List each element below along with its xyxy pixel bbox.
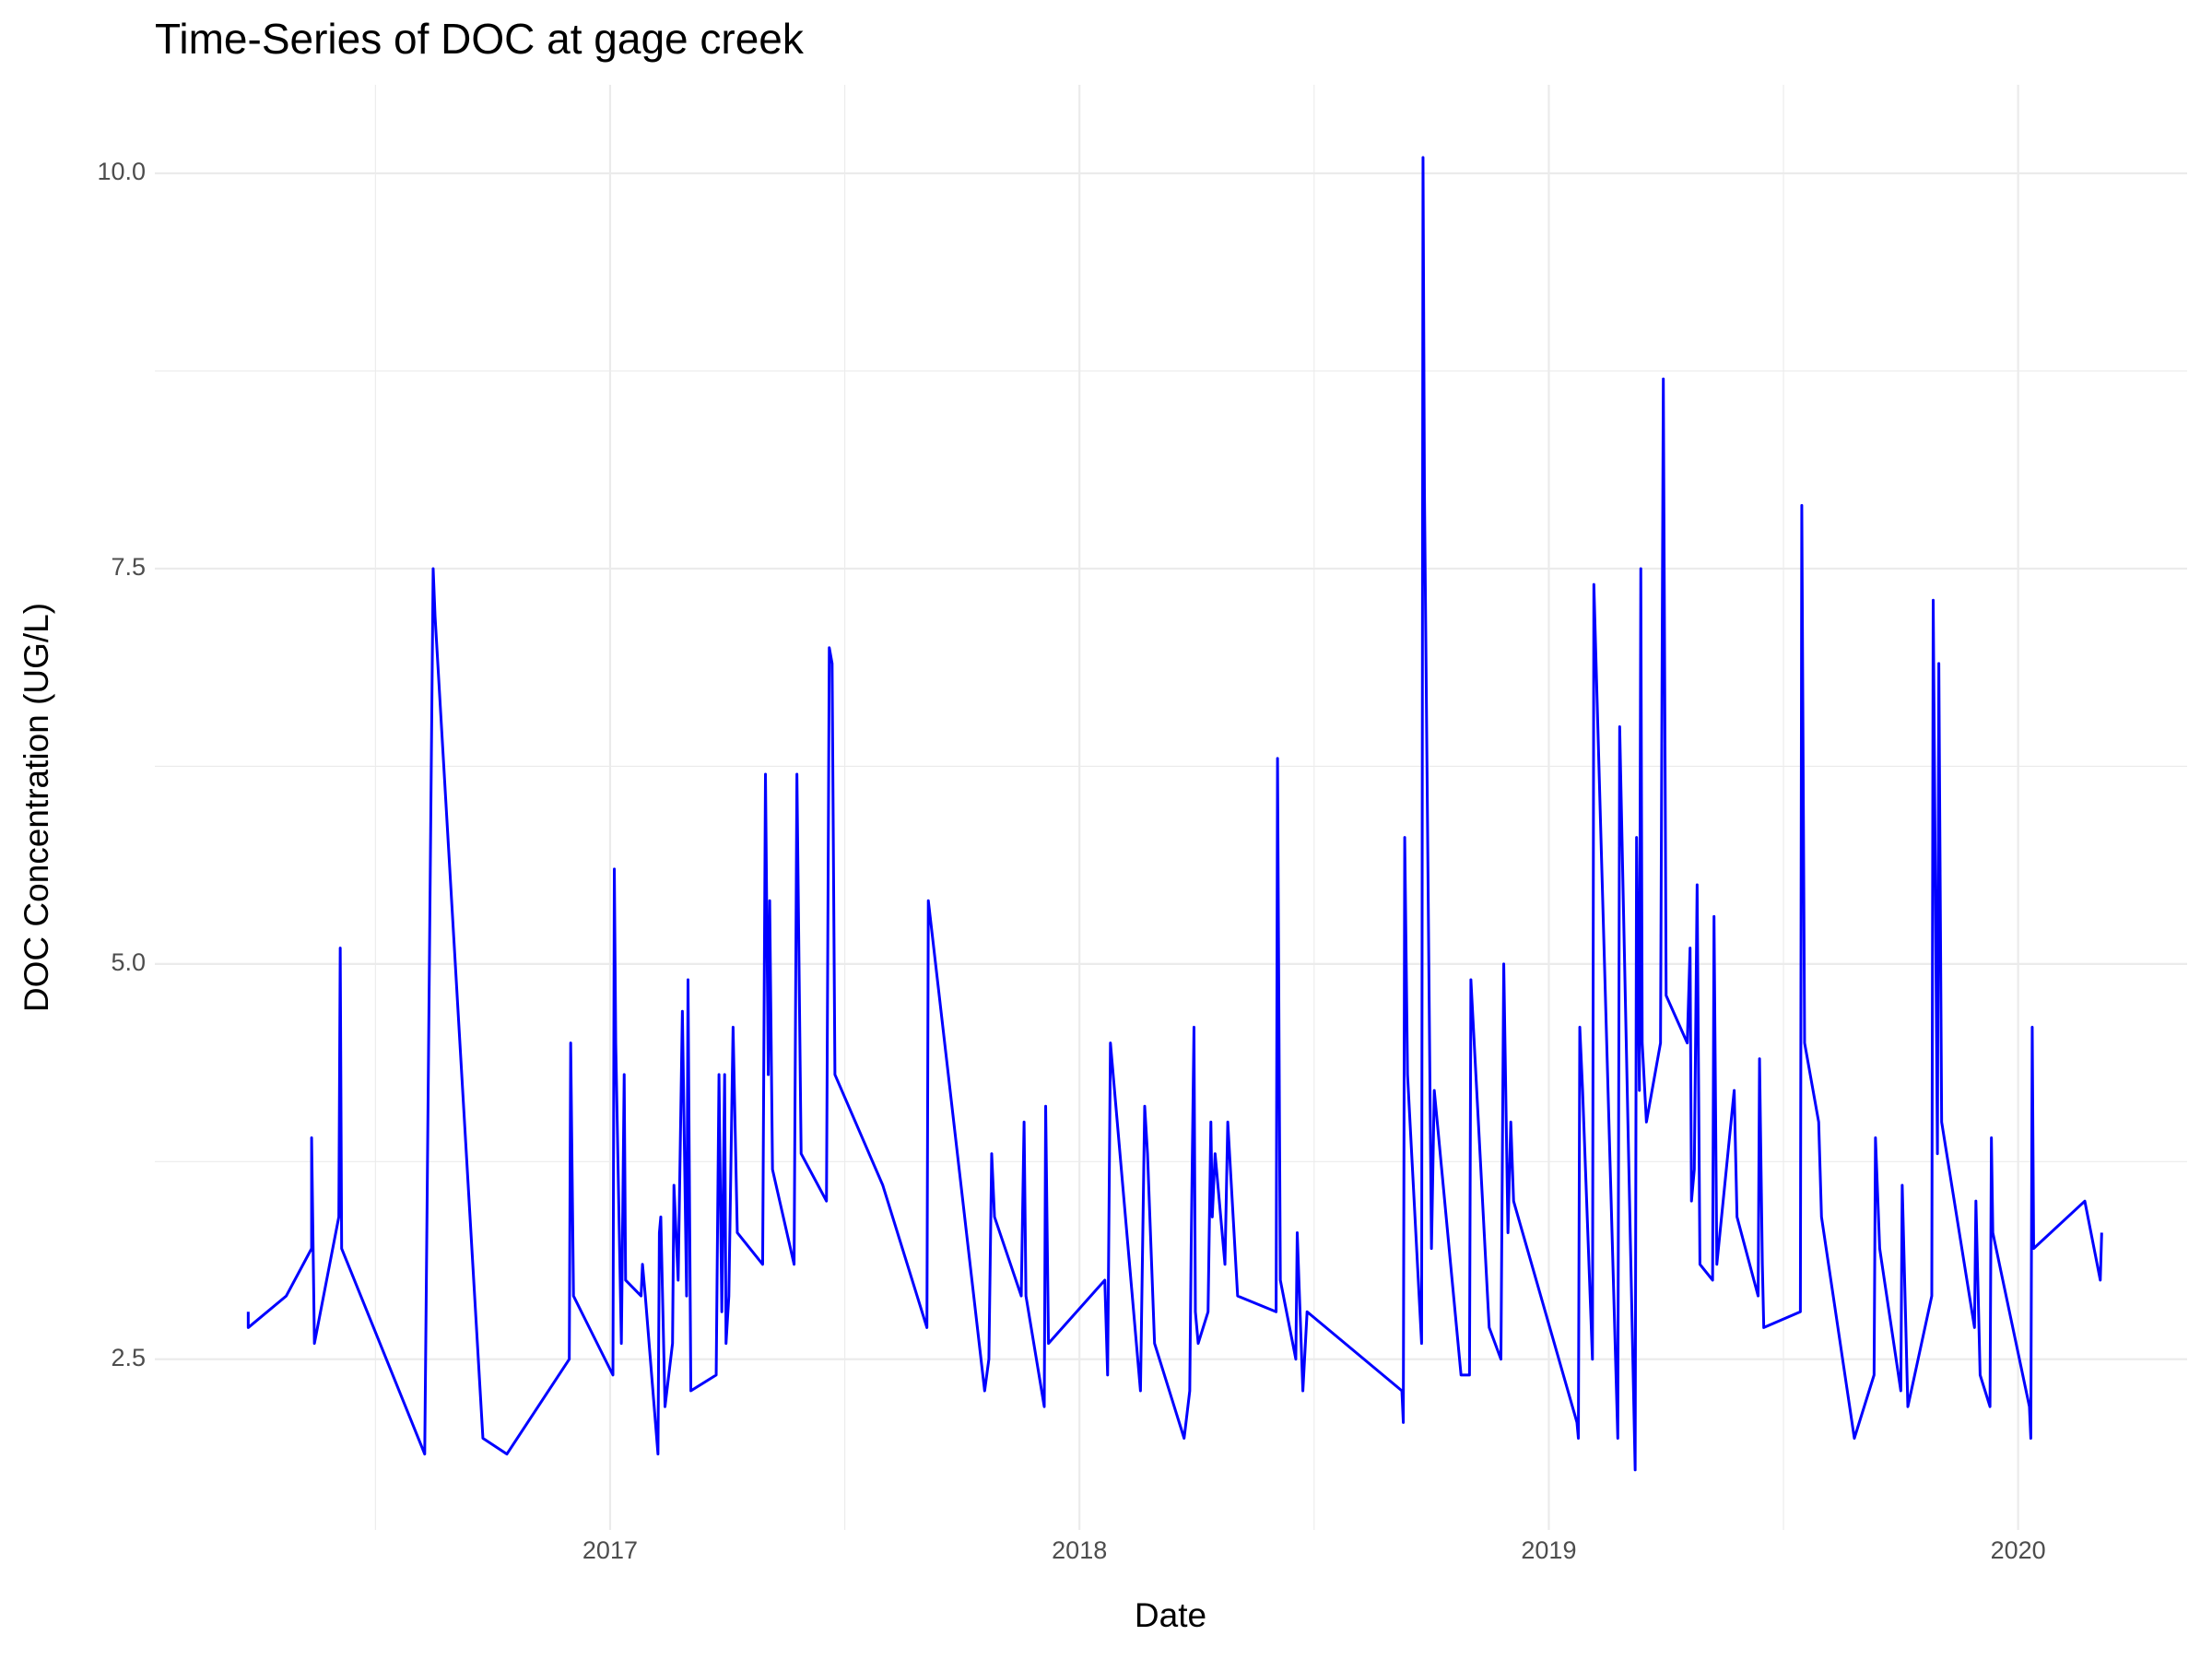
data-line <box>246 156 2103 1472</box>
y-tick-label: 5.0 <box>111 948 146 976</box>
x-tick-label: 2020 <box>1991 1536 2046 1564</box>
x-tick-label: 2018 <box>1052 1536 1107 1564</box>
chart-title: Time-Series of DOC at gage creek <box>155 15 805 63</box>
x-axis-title: Date <box>1135 1596 1206 1634</box>
x-tick-label: 2019 <box>1521 1536 1576 1564</box>
y-tick-label: 10.0 <box>97 158 146 185</box>
y-tick-label: 2.5 <box>111 1344 146 1371</box>
y-axis-title: DOC Concentration (UG/L) <box>18 603 55 1012</box>
y-tick-label: 7.5 <box>111 553 146 581</box>
x-tick-label: 2017 <box>582 1536 638 1564</box>
